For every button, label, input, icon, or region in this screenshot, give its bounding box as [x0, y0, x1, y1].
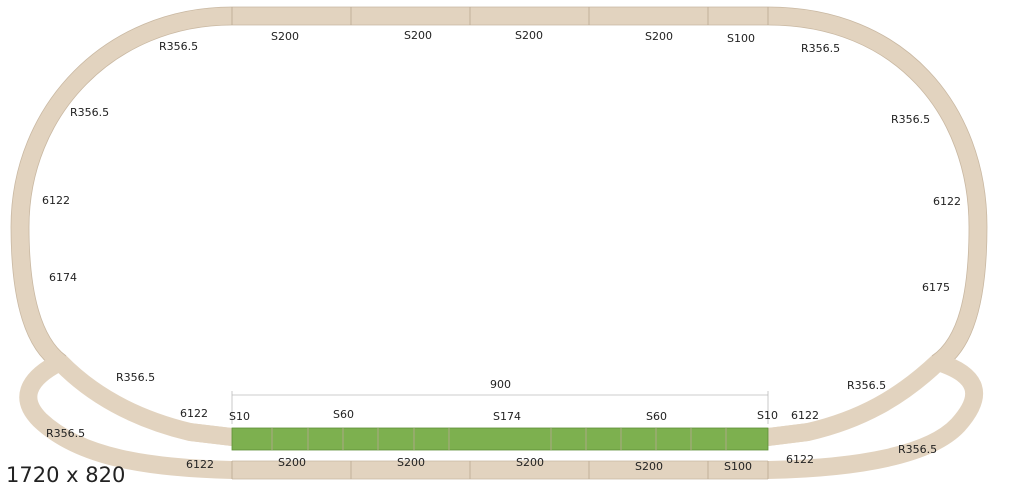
label-bottom-s100: S100	[724, 460, 752, 473]
bottom-joints	[231, 461, 769, 479]
label-left-6174: 6174	[49, 271, 77, 284]
label-left-6122: 6122	[42, 194, 70, 207]
track-labels: R356.5 S200 S200 S200 S200 S100 R356.5 R…	[6, 29, 961, 487]
label-right-6122: 6122	[933, 195, 961, 208]
dimension-line	[231, 391, 769, 424]
label-inner-s10-left: S10	[229, 410, 250, 423]
label-bottom-s200-4: S200	[635, 460, 663, 473]
green-platform	[231, 427, 769, 451]
label-top-s200-2: S200	[404, 29, 432, 42]
label-inner-left-curve: R356.5	[116, 371, 155, 384]
label-dimension: 900	[490, 378, 511, 391]
label-outer-right-6122: 6122	[786, 453, 814, 466]
label-top-right-curve: R356.5	[801, 42, 840, 55]
label-inner-s60-right: S60	[646, 410, 667, 423]
label-top-left-curve: R356.5	[159, 40, 198, 53]
label-inner-s10-right: S10	[757, 409, 778, 422]
label-right-curve-upper: R356.5	[891, 113, 930, 126]
label-bottom-s200-2: S200	[397, 456, 425, 469]
label-right-6175: 6175	[922, 281, 950, 294]
top-joints	[231, 7, 769, 25]
label-size: 1720 x 820	[6, 463, 125, 487]
label-outer-left-6122: 6122	[186, 458, 214, 471]
label-bottom-s200-3: S200	[516, 456, 544, 469]
outer-loop-track	[10, 6, 988, 446]
label-inner-right-6122: 6122	[791, 409, 819, 422]
label-top-s200-3: S200	[515, 29, 543, 42]
label-top-s200-4: S200	[645, 30, 673, 43]
label-bottom-s200-1: S200	[278, 456, 306, 469]
label-inner-s174: S174	[493, 410, 521, 423]
label-inner-left-6122: 6122	[180, 407, 208, 420]
label-left-curve-upper: R356.5	[70, 106, 109, 119]
label-outer-left-curve: R356.5	[46, 427, 85, 440]
label-inner-right-curve: R356.5	[847, 379, 886, 392]
label-top-s100: S100	[727, 32, 755, 45]
label-outer-right-curve: R356.5	[898, 443, 937, 456]
label-inner-s60-left: S60	[333, 408, 354, 421]
label-top-s200-1: S200	[271, 30, 299, 43]
